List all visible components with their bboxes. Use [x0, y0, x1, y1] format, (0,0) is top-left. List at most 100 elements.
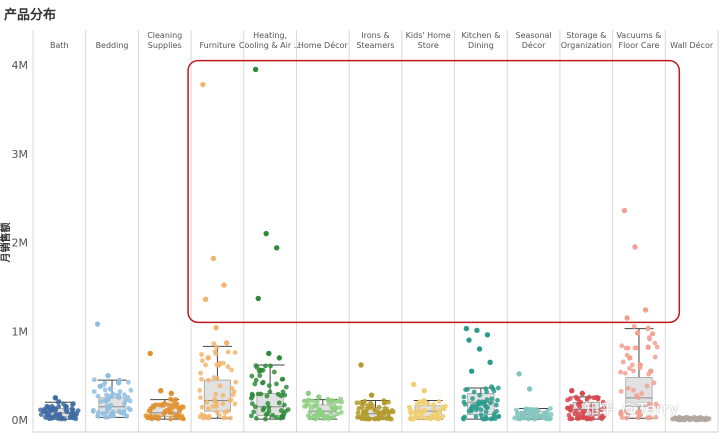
- data-point: [197, 414, 203, 420]
- data-point: [220, 360, 226, 366]
- data-point: [547, 416, 553, 422]
- column-header-label: Dining: [468, 41, 494, 50]
- data-point: [627, 366, 632, 371]
- data-point: [485, 405, 490, 410]
- data-point: [274, 381, 279, 387]
- data-point: [599, 416, 605, 422]
- data-point: [468, 406, 474, 412]
- data-point: [222, 415, 228, 420]
- data-point: [38, 407, 43, 413]
- data-point: [435, 416, 441, 421]
- data-point: [495, 385, 501, 391]
- data-point: [600, 399, 606, 405]
- data-point: [321, 415, 327, 420]
- outlier-point: [105, 372, 111, 379]
- data-point: [260, 407, 266, 413]
- column-header-label: Steamers: [356, 41, 394, 50]
- data-point: [264, 393, 270, 399]
- outlier-point: [569, 388, 575, 394]
- data-point: [376, 410, 382, 416]
- data-point: [95, 393, 101, 399]
- data-point: [654, 344, 660, 350]
- data-point: [74, 411, 79, 416]
- column-header-label: Kids' Home: [406, 31, 451, 40]
- data-point: [591, 395, 597, 401]
- data-point: [167, 396, 173, 402]
- data-point: [573, 408, 579, 414]
- data-point: [121, 409, 127, 414]
- data-point: [317, 412, 323, 418]
- data-point: [491, 388, 497, 394]
- data-point: [491, 411, 497, 417]
- data-point: [471, 389, 477, 395]
- data-point: [153, 413, 159, 419]
- data-point: [165, 402, 171, 408]
- data-point: [629, 362, 635, 368]
- data-point: [204, 399, 210, 405]
- column-header-label: Supplies: [148, 41, 182, 50]
- data-point: [110, 409, 116, 415]
- data-point: [495, 397, 500, 403]
- outlier-point: [274, 245, 280, 251]
- data-point: [526, 409, 531, 414]
- data-point: [631, 368, 636, 374]
- data-point: [623, 409, 629, 414]
- data-point: [653, 401, 659, 407]
- data-point: [478, 412, 484, 418]
- data-point: [307, 409, 313, 415]
- data-point: [168, 416, 174, 422]
- data-point: [431, 414, 437, 420]
- outlier-point: [258, 367, 264, 373]
- data-point: [651, 380, 657, 386]
- data-point: [618, 388, 624, 394]
- outlier-point: [637, 362, 643, 368]
- data-point: [127, 398, 133, 404]
- data-point: [413, 415, 419, 421]
- data-point: [569, 416, 575, 422]
- data-point: [325, 416, 331, 421]
- data-point: [699, 417, 705, 422]
- data-point: [151, 403, 157, 409]
- outlier-point: [468, 368, 475, 374]
- data-point: [122, 392, 127, 398]
- outlier-point: [526, 386, 533, 392]
- data-point: [220, 401, 226, 406]
- data-point: [266, 383, 272, 389]
- column-header-label: Heating,: [253, 31, 287, 40]
- data-point: [266, 405, 272, 410]
- column-header-label: Décor: [522, 40, 546, 50]
- outlier-point: [63, 403, 69, 410]
- data-point: [586, 415, 592, 421]
- outlier-point: [52, 395, 59, 401]
- data-point: [110, 391, 116, 397]
- data-point: [436, 399, 442, 404]
- column-header-label: Kitchen &: [461, 31, 500, 40]
- data-point: [156, 402, 162, 408]
- data-point: [260, 379, 266, 385]
- data-point: [589, 408, 595, 413]
- data-point: [263, 412, 269, 417]
- data-point: [197, 388, 203, 393]
- data-point: [310, 404, 315, 410]
- watermark: 知乎 @Terry: [584, 400, 680, 418]
- data-point: [117, 389, 123, 394]
- outlier-point: [200, 81, 206, 88]
- data-point: [204, 414, 210, 420]
- highlight-box: [187, 59, 681, 324]
- data-point: [330, 398, 336, 404]
- data-point: [276, 400, 282, 406]
- data-point: [263, 416, 268, 422]
- data-point: [653, 414, 659, 420]
- data-point: [249, 373, 255, 379]
- data-point: [635, 410, 640, 416]
- data-point: [631, 324, 637, 329]
- data-point: [645, 325, 651, 331]
- data-point: [280, 376, 286, 382]
- data-point: [355, 414, 360, 420]
- data-point: [263, 363, 268, 369]
- grid-layer: [32, 30, 719, 433]
- column-header-label: Irons &: [361, 31, 389, 40]
- data-point: [271, 369, 277, 375]
- data-point: [91, 377, 97, 383]
- data-point: [360, 409, 366, 415]
